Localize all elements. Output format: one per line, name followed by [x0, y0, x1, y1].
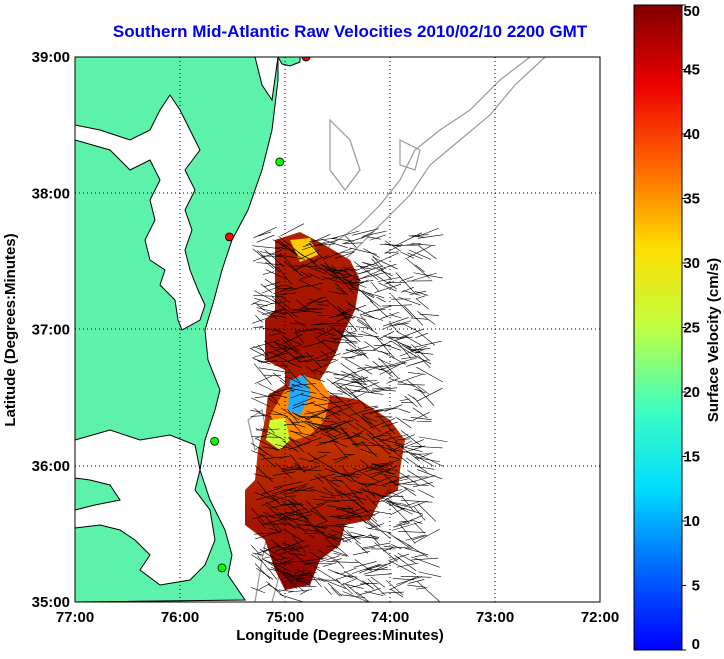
station-marker [210, 436, 220, 446]
x-tick-label: 74:00 [371, 609, 409, 626]
grid [75, 57, 600, 602]
x-tick-label: 73:00 [476, 609, 514, 626]
colorbar-tick-label: 20 [683, 384, 700, 401]
colorbar-tick-label: 25 [683, 320, 700, 337]
y-tick-label: 36:00 [32, 458, 70, 475]
plot-frame [74, 56, 601, 603]
y-tick-label: 39:00 [32, 49, 70, 66]
colorbar [633, 4, 683, 651]
y-tick-label: 38:00 [32, 185, 70, 202]
x-tick-label: 72:00 [581, 609, 619, 626]
colorbar-tick-label: 10 [683, 513, 700, 530]
colorbar-label: Surface Velocity (cm/s) [705, 258, 722, 422]
y-axis-label: Latitude (Degrees:Minutes) [2, 233, 19, 426]
station-marker [275, 157, 285, 167]
colorbar-tick-label: 30 [683, 255, 700, 272]
colorbar-tick-label: 15 [683, 449, 700, 466]
x-tick-label: 75:00 [266, 609, 304, 626]
chesapeake-bay [75, 94, 216, 586]
x-axis-label: Longitude (Degrees:Minutes) [236, 627, 444, 644]
station-marker [301, 57, 311, 62]
colorbar-tick-label: 35 [683, 191, 700, 208]
colorbar-tick-label: 40 [683, 126, 700, 143]
map-title: Southern Mid-Atlantic Raw Velocities 201… [112, 22, 588, 41]
colorbar-tick-label: 50 [683, 3, 700, 20]
y-tick-label: 37:00 [32, 322, 70, 339]
x-tick-label: 77:00 [56, 609, 94, 626]
station-marker [217, 563, 227, 573]
x-tick-label: 76:00 [161, 609, 199, 626]
colorbar-tick-label: 5 [692, 578, 700, 595]
colorbar-tick-label: 0 [692, 636, 700, 653]
y-tick-label: 35:00 [32, 594, 70, 611]
station-marker [224, 232, 234, 242]
colorbar-tick-label: 45 [683, 62, 700, 79]
